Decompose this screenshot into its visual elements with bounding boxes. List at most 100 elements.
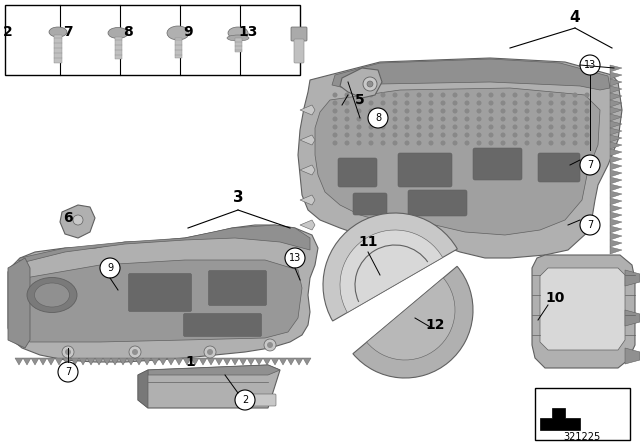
- Polygon shape: [300, 165, 315, 175]
- FancyBboxPatch shape: [294, 39, 304, 63]
- Circle shape: [465, 133, 470, 138]
- Circle shape: [381, 100, 385, 105]
- Polygon shape: [610, 79, 622, 86]
- Circle shape: [548, 116, 554, 121]
- Polygon shape: [247, 358, 255, 365]
- Circle shape: [369, 116, 374, 121]
- Circle shape: [344, 100, 349, 105]
- Polygon shape: [610, 205, 622, 212]
- Circle shape: [381, 92, 385, 98]
- Polygon shape: [151, 358, 159, 365]
- Circle shape: [500, 141, 506, 146]
- Circle shape: [392, 125, 397, 129]
- Polygon shape: [279, 358, 287, 365]
- Polygon shape: [223, 358, 231, 365]
- Circle shape: [267, 342, 273, 348]
- Polygon shape: [231, 358, 239, 365]
- Circle shape: [356, 133, 362, 138]
- Polygon shape: [332, 59, 610, 90]
- Circle shape: [477, 116, 481, 121]
- Text: 1: 1: [185, 355, 195, 369]
- Text: 13: 13: [238, 25, 258, 39]
- FancyBboxPatch shape: [129, 273, 191, 311]
- Circle shape: [488, 116, 493, 121]
- Circle shape: [363, 77, 377, 91]
- Circle shape: [488, 92, 493, 98]
- Polygon shape: [610, 114, 622, 121]
- Ellipse shape: [228, 27, 248, 39]
- Polygon shape: [610, 191, 622, 198]
- Circle shape: [500, 125, 506, 129]
- Polygon shape: [610, 135, 622, 142]
- Polygon shape: [540, 408, 580, 430]
- Polygon shape: [8, 258, 30, 348]
- Wedge shape: [323, 213, 458, 321]
- Circle shape: [525, 108, 529, 113]
- Circle shape: [477, 141, 481, 146]
- Circle shape: [369, 108, 374, 113]
- FancyBboxPatch shape: [338, 158, 377, 187]
- Circle shape: [381, 116, 385, 121]
- Polygon shape: [175, 358, 183, 365]
- Polygon shape: [295, 358, 303, 365]
- Circle shape: [440, 116, 445, 121]
- Text: 7: 7: [63, 25, 73, 39]
- Polygon shape: [138, 370, 148, 408]
- Text: 4: 4: [570, 10, 580, 26]
- Wedge shape: [340, 230, 443, 313]
- Circle shape: [584, 116, 589, 121]
- Circle shape: [477, 108, 481, 113]
- Polygon shape: [263, 358, 271, 365]
- Circle shape: [333, 141, 337, 146]
- Circle shape: [573, 92, 577, 98]
- FancyBboxPatch shape: [184, 314, 262, 336]
- Polygon shape: [119, 358, 127, 365]
- Ellipse shape: [27, 277, 77, 313]
- Circle shape: [381, 108, 385, 113]
- Circle shape: [573, 116, 577, 121]
- Polygon shape: [610, 240, 622, 247]
- Circle shape: [429, 116, 433, 121]
- Polygon shape: [135, 358, 143, 365]
- Text: 9: 9: [107, 263, 113, 273]
- Circle shape: [580, 55, 600, 75]
- Circle shape: [344, 133, 349, 138]
- Polygon shape: [610, 170, 622, 177]
- Circle shape: [356, 100, 362, 105]
- Circle shape: [392, 92, 397, 98]
- FancyBboxPatch shape: [115, 37, 122, 59]
- Circle shape: [333, 92, 337, 98]
- Polygon shape: [239, 358, 247, 365]
- Circle shape: [584, 125, 589, 129]
- Circle shape: [536, 125, 541, 129]
- Circle shape: [452, 92, 458, 98]
- Circle shape: [100, 258, 120, 278]
- Circle shape: [513, 92, 518, 98]
- Polygon shape: [63, 358, 71, 365]
- Polygon shape: [303, 358, 311, 365]
- Circle shape: [381, 125, 385, 129]
- Text: 321225: 321225: [563, 432, 600, 442]
- Polygon shape: [610, 156, 622, 163]
- Circle shape: [513, 116, 518, 121]
- Text: 8: 8: [123, 25, 133, 39]
- Polygon shape: [610, 247, 622, 254]
- Circle shape: [132, 349, 138, 355]
- Circle shape: [573, 108, 577, 113]
- Circle shape: [344, 141, 349, 146]
- Polygon shape: [610, 219, 622, 226]
- Polygon shape: [8, 225, 318, 362]
- Text: 12: 12: [425, 318, 445, 332]
- Polygon shape: [199, 358, 207, 365]
- Polygon shape: [79, 358, 87, 365]
- Circle shape: [392, 133, 397, 138]
- Polygon shape: [610, 65, 622, 72]
- Circle shape: [429, 133, 433, 138]
- FancyBboxPatch shape: [473, 148, 522, 180]
- FancyBboxPatch shape: [5, 5, 300, 75]
- Circle shape: [536, 141, 541, 146]
- Text: 6: 6: [63, 211, 73, 225]
- Circle shape: [465, 116, 470, 121]
- Circle shape: [500, 133, 506, 138]
- Polygon shape: [300, 220, 315, 230]
